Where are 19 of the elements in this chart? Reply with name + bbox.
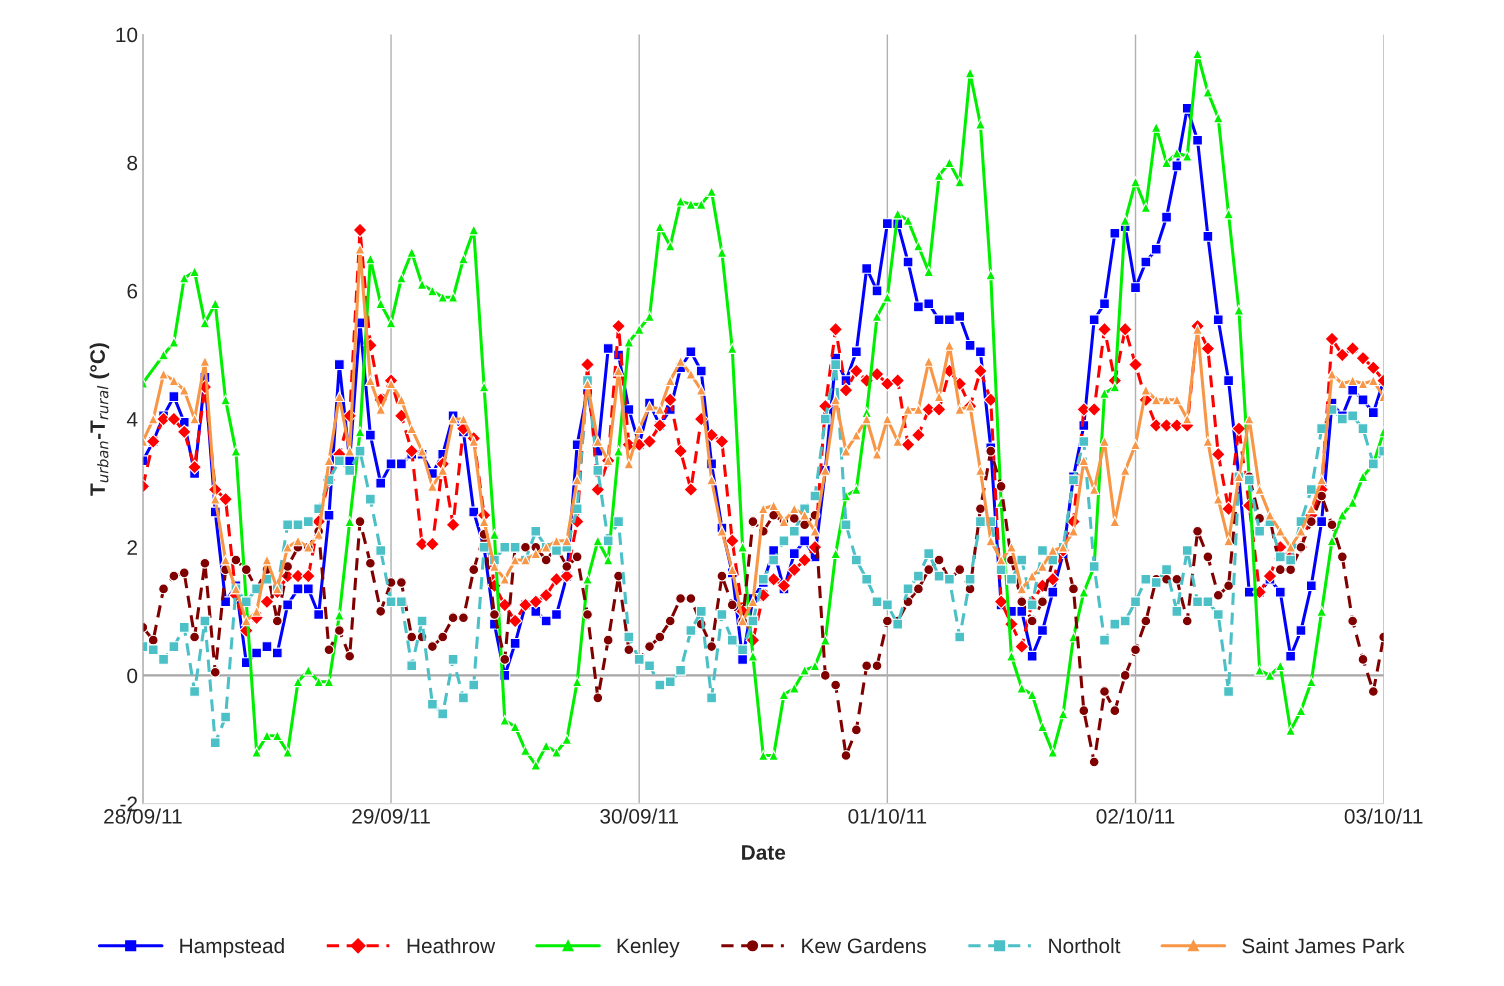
y-tick-label: 2 — [127, 540, 137, 555]
legend-label: Saint James Park — [1242, 937, 1405, 954]
x-tick-label: 29/09/11 — [352, 808, 430, 824]
legend-label: Northolt — [1049, 937, 1121, 954]
x-tick-label: 30/09/11 — [600, 808, 678, 824]
legend-label: Hampstead — [180, 937, 284, 958]
legend-label: Heathrow — [407, 937, 496, 954]
y-tick-label: 6 — [127, 283, 138, 299]
y-tick-label: 10 — [116, 27, 138, 43]
legend-label: Kew Gardens — [802, 937, 926, 954]
y-tick-label: 8 — [127, 155, 138, 171]
x-tick-label: 02/10/11 — [1096, 808, 1175, 824]
legend-label: Kenley — [617, 937, 680, 958]
x-tick-label: 01/10/11 — [848, 808, 927, 824]
x-tick-label: 03/10/11 — [1344, 808, 1423, 824]
y-tick-label: 4 — [126, 412, 138, 427]
y-axis-title: T$_{urban}$-T$_{rural}$ (°C) — [89, 343, 110, 496]
x-axis-title: Date — [742, 845, 786, 860]
y-tick-label: 0 — [127, 668, 138, 684]
